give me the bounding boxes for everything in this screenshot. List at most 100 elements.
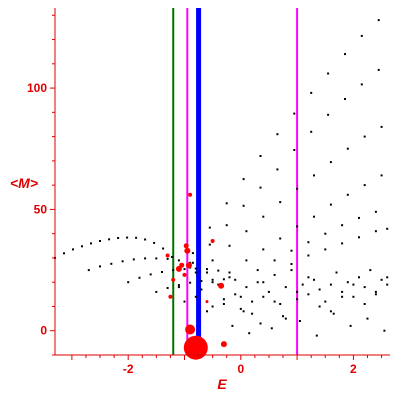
data-point-s7-2 [245,259,248,262]
data-point-s5-3 [242,204,245,207]
data-point-s1-2 [110,262,113,265]
data-point-s10-28 [335,271,338,274]
data-point-s11-6 [284,317,287,320]
data-point-s10-15 [262,295,265,298]
data-point-s7-9 [363,184,366,187]
data-point-s11-15 [386,276,389,279]
highlight-point-13 [220,341,227,348]
data-point-s10-22 [301,283,304,286]
data-point-s11-3 [251,312,254,315]
data-point-s8-3 [307,241,310,244]
data-point-s7-7 [329,203,332,206]
data-point-s2-4 [172,269,175,272]
data-point-s0-2 [72,248,74,251]
data-point-s10-4 [200,288,203,291]
data-point-s6-1 [211,259,214,262]
highlight-point-9 [168,294,173,299]
data-point-s5-2 [225,224,228,227]
x-tick-label: 0 [237,362,244,376]
data-point-s4-4 [259,155,262,157]
highlight-points [165,192,227,360]
data-point-s6-7 [313,174,315,177]
data-point-s8-2 [290,249,293,252]
data-point-s0-6 [108,238,111,241]
data-point-s0-13 [171,256,174,258]
data-point-s12-3 [282,315,284,318]
highlight-point-10 [210,239,215,243]
highlight-point-12 [218,282,225,289]
data-point-s5-8 [327,113,330,116]
data-point-s8-4 [324,232,327,235]
data-point-s10-23 [307,293,310,296]
highlight-point-3 [184,247,191,254]
data-point-s10-14 [256,281,259,284]
data-point-s11-0 [206,310,208,313]
data-point-s8-6 [358,216,360,219]
x-tick-label: 2 [350,362,357,376]
data-point-s10-33 [363,286,366,289]
data-point-s0-5 [99,240,101,242]
data-point-s10-1 [183,300,186,303]
data-point-s10-37 [386,283,389,286]
data-point-s10-29 [341,290,344,293]
data-point-s10-24 [313,278,315,281]
data-point-s4-10 [360,34,363,37]
data-point-s8-7 [374,210,377,213]
data-point-s10-34 [369,269,372,272]
data-point-s6-0 [194,271,197,274]
data-point-s9-0 [290,263,293,265]
highlight-point-2 [186,262,192,269]
data-point-s3-3 [189,281,192,284]
data-points [54,19,389,337]
data-point-s3-7 [234,278,237,281]
data-point-s3-0 [155,290,158,293]
data-point-s3-4 [200,280,203,282]
data-point-s11-9 [318,305,321,308]
data-point-s5-7 [310,130,313,133]
data-point-s2-7 [206,268,208,271]
data-point-s10-8 [222,298,225,301]
data-point-s10-31 [352,295,355,298]
data-point-s2-8 [217,269,220,272]
data-point-s11-11 [341,295,344,298]
data-point-s4-5 [276,133,279,136]
data-point-s0-8 [126,236,129,239]
data-point-s8-1 [273,259,276,262]
highlight-point-6 [175,265,182,272]
data-point-s3-2 [177,284,180,287]
data-point-s0-3 [81,245,83,248]
data-point-s1-1 [99,265,101,268]
data-point-s10-12 [245,286,248,289]
data-point-s5-4 [259,186,262,189]
data-point-s10-36 [380,278,383,281]
data-point-s12-7 [349,324,352,327]
data-point-s10-13 [251,300,254,303]
data-point-s11-7 [296,290,299,293]
data-point-s12-9 [383,329,386,332]
data-point-s2-3 [161,271,163,273]
data-point-s5-5 [276,168,279,171]
data-point-s1-7 [166,257,169,260]
data-point-s12-4 [298,320,301,322]
data-point-s5-0 [191,261,194,264]
data-point-s7-10 [380,174,383,177]
highlight-point-7 [171,277,176,282]
highlight-point-0 [183,335,208,360]
data-point-s3-6 [222,278,225,281]
x-axis-title: E [217,376,227,392]
data-point-s10-21 [296,298,299,301]
data-point-s4-1 [208,226,211,229]
data-point-s10-18 [279,303,282,305]
data-point-s5-1 [208,243,211,246]
data-point-s11-12 [352,283,355,286]
x-tick-label: -2 [123,362,134,376]
data-point-s8-0 [256,269,259,272]
data-point-s0-10 [144,238,147,241]
data-point-s2-6 [194,267,197,270]
axes [50,8,390,360]
data-point-s4-7 [310,91,313,94]
data-point-s2-1 [138,276,141,279]
data-point-s12-10 [231,324,234,327]
highlight-point-4 [183,243,189,249]
data-point-s7-8 [346,193,349,196]
